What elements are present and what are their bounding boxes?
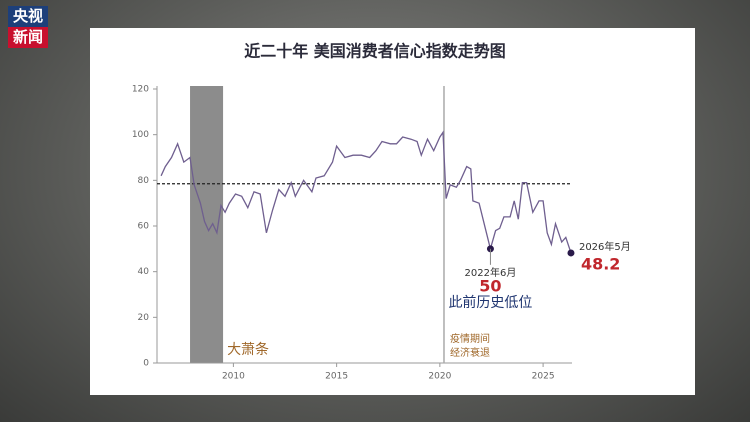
series-line [160,130,572,254]
y-tick-label: 40 [138,267,150,277]
highlight-point [567,249,575,257]
y-tick-label: 20 [138,313,150,323]
y-tick-label: 60 [138,222,150,232]
logo-line: 央视 [8,6,48,27]
region-label: 大萧条 [227,341,269,358]
x-tick-label: 2015 [325,372,348,382]
y-tick-label: 80 [138,176,150,186]
x-tick-label: 2025 [532,372,555,382]
annotation-value: 48.2 [581,254,620,273]
chart-title: 近二十年 美国消费者信心指数走势图 [244,42,506,61]
logo-line: 新闻 [8,27,48,48]
x-tick-label: 2020 [428,372,451,382]
logo: 央视 新闻 [8,6,48,48]
annotation-date: 2022年6月 [465,266,517,279]
y-tick-label: 0 [143,359,149,369]
annotation-note: 此前历史低位 [448,294,532,311]
event-label: 经济衰退 [450,346,490,359]
card [90,28,695,395]
annotation-value: 50 [479,276,501,295]
annotation-date: 2026年5月 [579,240,631,253]
y-tick-label: 100 [132,130,149,140]
y-tick-label: 120 [132,85,149,95]
x-tick-label: 2010 [222,372,245,382]
event-label: 疫情期间 [450,332,490,345]
